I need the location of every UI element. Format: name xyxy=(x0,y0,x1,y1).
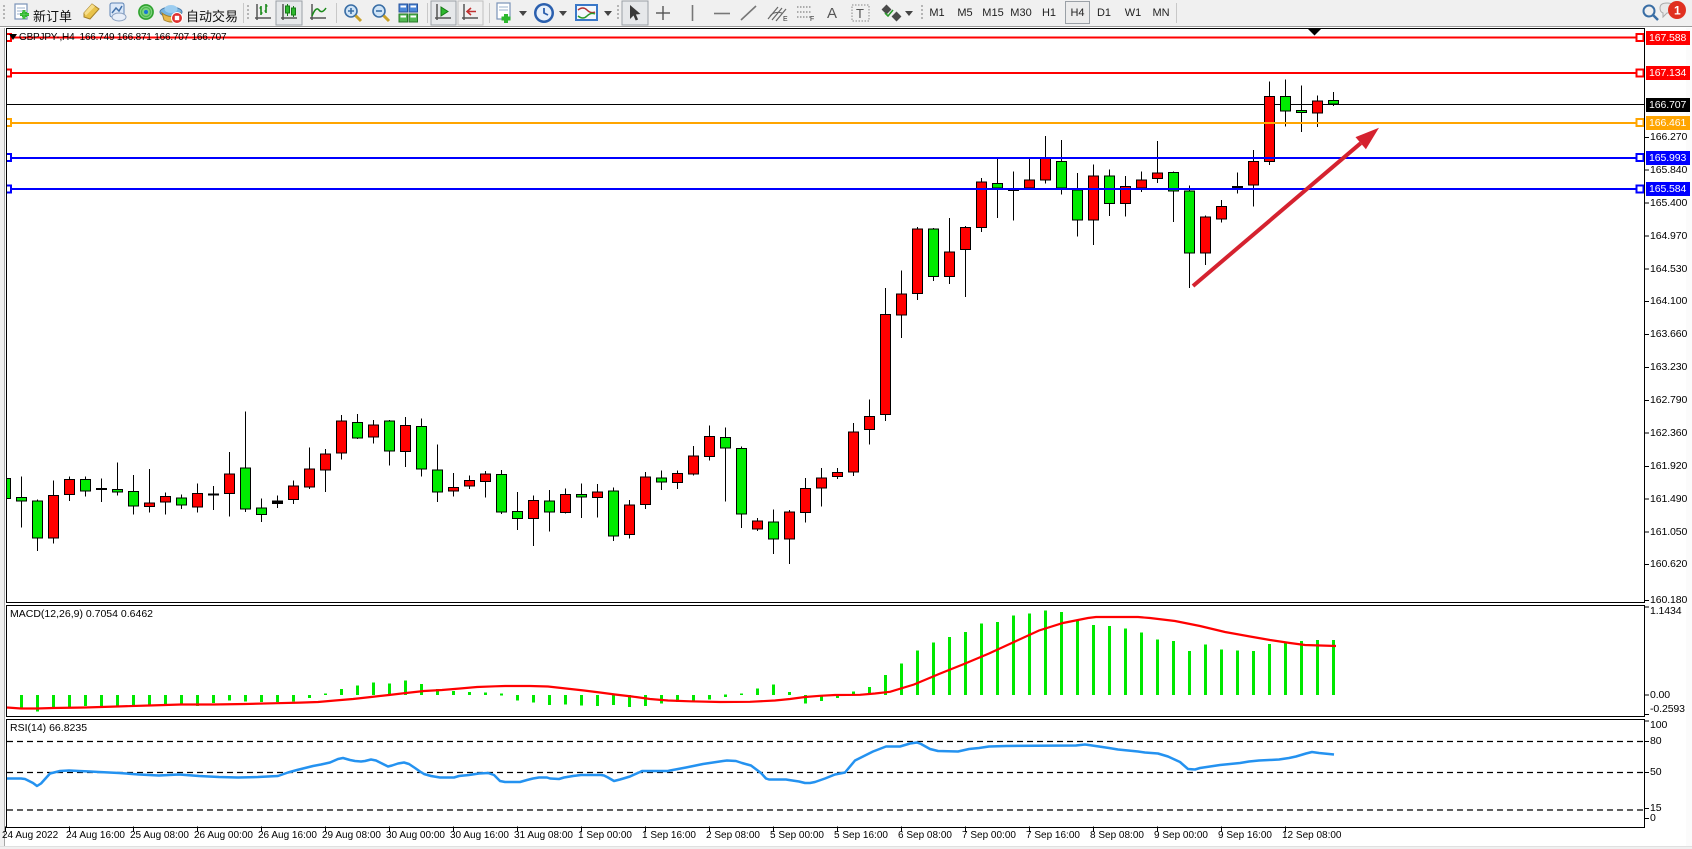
svg-text:T: T xyxy=(856,6,864,21)
svg-text:A: A xyxy=(827,5,837,22)
svg-text:1: 1 xyxy=(1674,4,1681,18)
svg-text:E: E xyxy=(783,16,788,23)
svg-text:F: F xyxy=(810,16,814,23)
